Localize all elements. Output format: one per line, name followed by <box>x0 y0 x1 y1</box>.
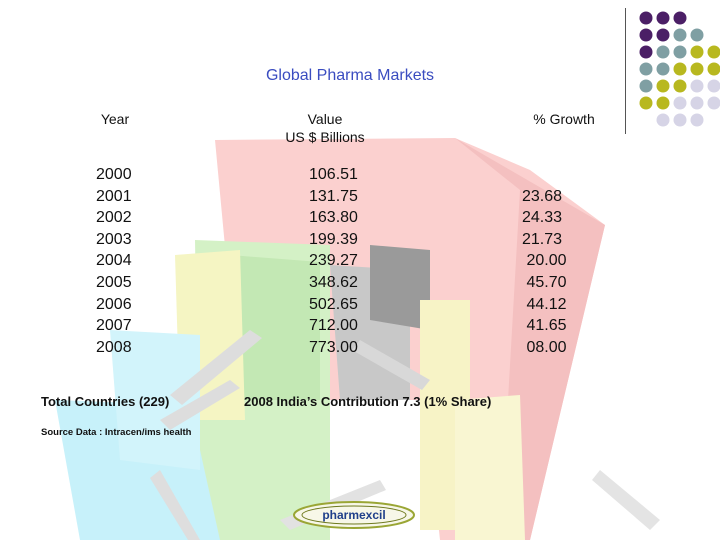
slide-title: Global Pharma Markets <box>265 67 435 84</box>
pharmexcil-logo: pharmexcil <box>292 500 416 530</box>
value-cell: 239.27 <box>309 252 358 270</box>
value-cell: 199.39 <box>309 230 358 248</box>
india-contribution-note: 2008 India’s Contribution 7.3 (1% Share) <box>244 394 492 409</box>
year-cell: 2006 <box>96 295 132 313</box>
years-column: 2000 2001 2002 2003 2004 2005 2006 2007 … <box>96 164 132 358</box>
total-countries-note: Total Countries (229) <box>41 394 170 409</box>
growth-cell: 20.00 <box>522 252 567 270</box>
growth-cell: 44.12 <box>522 295 567 313</box>
header-year: Year <box>100 111 130 127</box>
growth-cell: 23.68 <box>522 187 563 205</box>
values-column: 106.51 131.75 163.80 199.39 239.27 348.6… <box>309 164 358 358</box>
year-cell: 2001 <box>96 187 132 205</box>
growth-cell: 08.00 <box>522 338 567 356</box>
header-growth: % Growth <box>533 111 595 127</box>
source-note: Source Data : Intracen/ims health <box>41 427 192 438</box>
year-cell: 2005 <box>96 273 132 291</box>
divider-line <box>625 8 626 134</box>
year-cell: 2008 <box>96 338 132 356</box>
header-value-line1: Value <box>307 111 343 127</box>
logo-graphic: pharmexcil <box>293 501 415 529</box>
decorative-dot-grid <box>639 11 720 127</box>
growth-cell: 24.33 <box>522 209 563 227</box>
year-cell: 2007 <box>96 317 132 335</box>
value-cell: 502.65 <box>309 295 358 313</box>
value-cell: 106.51 <box>309 166 358 183</box>
value-cell: 712.00 <box>309 317 358 335</box>
svg-text:pharmexcil: pharmexcil <box>322 508 385 522</box>
year-cell: 2002 <box>96 209 132 227</box>
growth-cell: 45.70 <box>522 273 567 291</box>
growth-cell: 21.73 <box>522 230 563 248</box>
value-cell: 163.80 <box>309 209 358 227</box>
year-cell: 2004 <box>96 252 132 270</box>
growth-column: 23.68 24.33 21.73 20.00 45.70 44.12 41.6… <box>522 186 566 359</box>
header-value: Value US $ Billions <box>250 110 400 146</box>
value-cell: 131.75 <box>309 187 358 205</box>
year-cell: 2000 <box>96 166 132 183</box>
growth-cell: 41.65 <box>522 317 567 335</box>
value-cell: 773.00 <box>309 338 358 356</box>
value-cell: 348.62 <box>309 273 358 291</box>
header-value-line2: US $ Billions <box>285 129 365 145</box>
year-cell: 2003 <box>96 230 132 248</box>
